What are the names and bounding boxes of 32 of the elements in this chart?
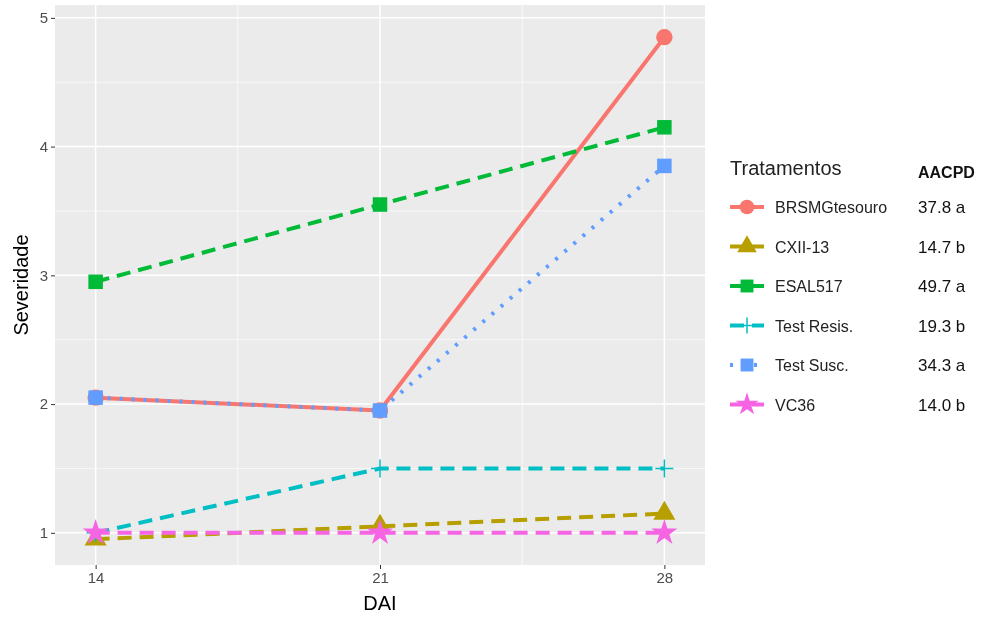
legend-label: CXII-13: [775, 238, 830, 256]
x-tick-label: 14: [87, 568, 105, 586]
text: 37.8 a: [918, 198, 966, 217]
text: 19.3 b: [918, 316, 966, 336]
y-tick-label: 1: [39, 524, 48, 542]
y-tick-label: 5: [39, 9, 48, 27]
point: [88, 274, 103, 290]
x-tick-label: 21: [372, 568, 389, 586]
point: [366, 519, 394, 544]
x-tick-label: 28: [656, 568, 674, 586]
x-axis-title: DAI: [363, 592, 397, 614]
legend-title: Tratamentos: [730, 157, 842, 179]
y-tick-label: 2: [39, 395, 48, 413]
legend-label: Test Susc.: [775, 357, 849, 374]
point: [654, 458, 675, 479]
point: [657, 120, 672, 135]
point: [656, 29, 673, 46]
y-axis-title: Severidade: [10, 234, 32, 336]
text: 14.0 b: [918, 395, 966, 415]
legend-label: VC36: [775, 396, 816, 414]
text: AACPD: [918, 164, 975, 181]
text: 14.7 b: [918, 237, 966, 257]
point: [651, 519, 678, 544]
legend-label: BRSMGtesouro: [775, 199, 888, 216]
y-tick-label: 4: [39, 137, 48, 155]
text: 34.3 a: [918, 356, 966, 375]
y-tick-label: 3: [39, 266, 48, 284]
text: 49.7 a: [918, 277, 966, 296]
legend-label: Test Resis.: [775, 317, 854, 335]
legend-label: ESAL517: [775, 278, 843, 295]
point: [372, 197, 388, 212]
point: [657, 158, 672, 174]
